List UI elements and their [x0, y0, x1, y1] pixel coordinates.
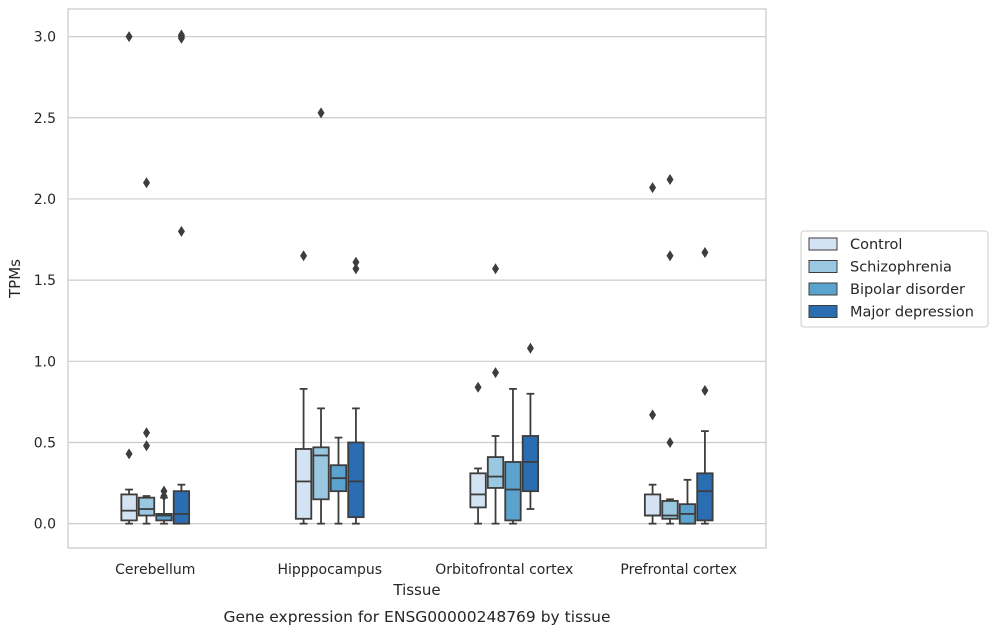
outlier-point [352, 256, 360, 268]
legend-swatch [808, 237, 838, 251]
x-tick-labels: Cerebellum Hipppocampus Orbitofrontal cort… [115, 562, 737, 578]
outlier-point [143, 427, 151, 439]
box-body [294, 448, 313, 520]
outlier-point [143, 440, 151, 452]
legend-swatch [808, 282, 838, 296]
x-tick-label: Hipppocampus [277, 562, 382, 578]
box [120, 31, 138, 525]
box [312, 107, 330, 525]
box-body [120, 493, 138, 522]
x-tick-label: Orbitofrontal cortex [435, 562, 573, 578]
box [155, 485, 173, 525]
box [137, 177, 156, 525]
box [294, 250, 313, 525]
y-tick-labels: 0.0 0.5 1.0 1.5 2.0 2.5 3.0 [34, 30, 56, 533]
y-tick-label: 1.5 [34, 273, 56, 289]
box [172, 29, 191, 525]
outlier-point [649, 409, 657, 421]
legend-swatch [808, 260, 838, 273]
y-tick-label: 2.5 [34, 111, 56, 127]
box-body [469, 472, 487, 509]
box-body [661, 500, 679, 520]
outlier-point [125, 448, 133, 460]
outlier-point [701, 385, 709, 397]
box-body [504, 461, 522, 522]
y-axis-title: TPMs [6, 259, 24, 299]
legend-label: Bipolar disorder [850, 282, 965, 298]
outlier-point [701, 247, 709, 259]
legend-label: Major depression [850, 305, 974, 321]
y-tick-label: 0.5 [34, 435, 56, 451]
box-body [696, 472, 714, 522]
box [521, 342, 540, 510]
legend-frame [800, 230, 989, 328]
box-body [347, 441, 365, 519]
box [347, 256, 365, 525]
box [504, 387, 522, 525]
box-body [137, 496, 156, 517]
box-body [312, 446, 330, 501]
x-axis-title: Tissue [392, 581, 440, 599]
box [678, 478, 697, 525]
outlier-point [492, 263, 500, 275]
box [469, 381, 487, 525]
box [643, 182, 662, 525]
outlier-point [177, 225, 185, 237]
plot-area [67, 8, 767, 549]
y-tick-label: 1.0 [34, 354, 56, 370]
box [696, 247, 714, 525]
legend: Control Schizophrenia Bipolar disorder Majo… [800, 230, 989, 328]
figure-caption: Gene expression for ENSG00000248769 by t… [223, 608, 610, 626]
outlier-point [125, 31, 133, 43]
legend-label: Schizophrenia [850, 260, 952, 276]
box [329, 436, 348, 525]
outlier-point [317, 107, 325, 119]
boxes-layer [120, 29, 714, 525]
box-body [643, 493, 662, 517]
x-tick-label: Prefrontal cortex [620, 562, 737, 578]
outlier-point [666, 173, 674, 185]
box-body [172, 490, 191, 525]
y-tick-label: 3.0 [34, 30, 56, 46]
outlier-point [352, 263, 360, 275]
outlier-point [177, 29, 185, 41]
box [661, 173, 679, 525]
box-body [486, 456, 505, 489]
box-body [521, 435, 540, 493]
outlier-point [160, 485, 168, 497]
box-body [155, 513, 173, 522]
y-tick-label: 0.0 [34, 517, 56, 533]
y-tick-label: 2.0 [34, 192, 56, 208]
x-tick-label: Cerebellum [115, 562, 195, 578]
outlier-point [474, 381, 482, 393]
outlier-point [526, 342, 534, 354]
outlier-point [666, 250, 674, 262]
outlier-point [143, 177, 151, 189]
legend-label: Control [850, 237, 902, 253]
outlier-point [492, 367, 500, 379]
legend-swatch [808, 305, 838, 318]
box [486, 263, 505, 525]
outlier-point [300, 250, 308, 262]
outlier-point [666, 436, 674, 448]
outlier-point [649, 182, 657, 194]
